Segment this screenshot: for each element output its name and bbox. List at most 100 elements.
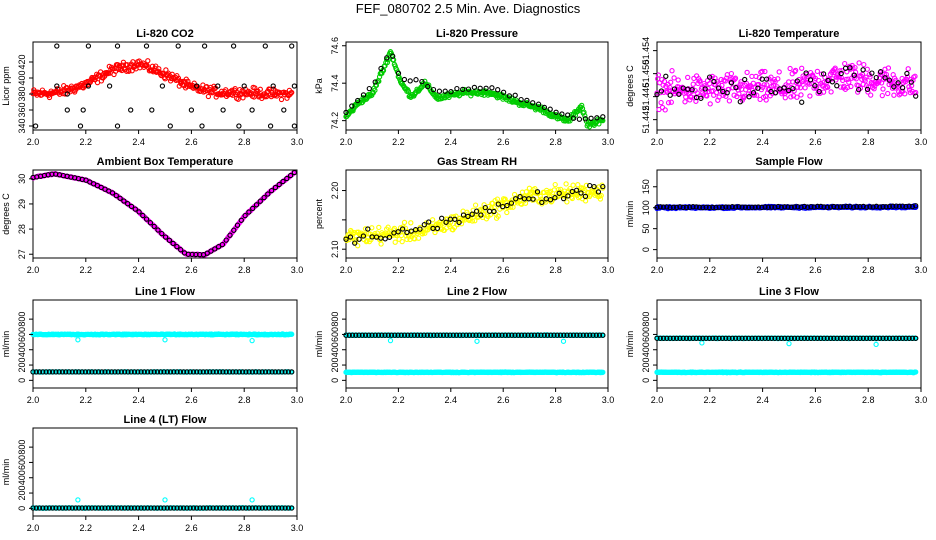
licor-temp-selected-point [742, 76, 748, 83]
line2-selected-point [411, 332, 417, 338]
licor-temp-selected-point [803, 70, 809, 76]
co2-all-point [289, 89, 295, 96]
licor-temp-all-point [682, 99, 688, 105]
licor-temp-all-point [705, 85, 711, 92]
licor-temp-all-point [706, 80, 713, 87]
line2-selected-point [567, 332, 573, 338]
line3-selected-point [713, 335, 719, 341]
line3-selected-point [746, 335, 752, 341]
licor-temp-all-point [798, 92, 804, 98]
pressure-selected-point [413, 77, 419, 83]
pressure-all-point [582, 113, 588, 119]
y-tick-label: 600 [641, 327, 651, 342]
licor-temp-all-point [665, 100, 672, 106]
line1-selected-point [171, 369, 177, 375]
box-temp-selected-point [242, 212, 248, 219]
rh-selected-point [517, 194, 523, 200]
licor-temp-selected-point [908, 79, 914, 85]
licor-temp-all-point [726, 98, 733, 104]
x-tick-label: 2.2 [704, 137, 717, 147]
box-temp-selected-point [280, 178, 286, 185]
line1-selected-point [89, 369, 95, 375]
line2-selected-point [466, 332, 473, 338]
x-tick-label: 2.6 [497, 137, 510, 147]
line4-selected-point [69, 505, 75, 511]
licor-temp-all-point [744, 69, 750, 76]
licor-temp-all-point [738, 79, 744, 85]
line1-selected-point [213, 369, 220, 375]
licor-temp-all-point [697, 78, 703, 84]
line3-selected-point [798, 335, 804, 341]
line1-selected-point [194, 369, 200, 375]
rh-selected-point [552, 195, 558, 201]
rh-selected-point [399, 226, 406, 232]
line1-selected-point [253, 369, 259, 375]
line2-selected-point [372, 332, 378, 338]
co2-selected-point [175, 43, 181, 49]
line1-selected-point [187, 369, 193, 375]
line3-selected-point [736, 335, 742, 341]
y-tick-label: 51.446 [641, 83, 651, 111]
series-group [30, 169, 298, 258]
line3-selected-point [742, 335, 749, 341]
rh-selected-point [395, 229, 401, 235]
x-tick-label: 2.4 [132, 265, 145, 275]
licor-temp-all-point [904, 74, 911, 80]
line2-selected-point [512, 332, 518, 338]
rh-selected-point [452, 216, 458, 222]
sample-flow-selected-point [729, 204, 735, 210]
sample-flow-selected-point [677, 204, 683, 210]
line2-selected-point [587, 332, 593, 338]
licor-temp-all-point [763, 97, 769, 103]
line3-selected-point [808, 335, 814, 341]
x-tick-label: 2.8 [549, 265, 562, 275]
series-group [30, 497, 295, 511]
line2-selected-point [401, 332, 408, 338]
line3-selected-point [896, 335, 902, 341]
y-tick-label: 51.454 [641, 37, 651, 65]
licor-temp-selected-point [864, 86, 871, 93]
line2-selected-point [379, 332, 385, 338]
line1-outliers-point [249, 337, 255, 344]
box-temp-selected-point [238, 217, 244, 223]
sample-flow-selected-point [759, 204, 765, 211]
line3-selected-point [673, 335, 680, 341]
sample-flow-selected-point [847, 203, 853, 210]
plot-frame [345, 41, 609, 131]
y-tick-label: 340 [17, 118, 27, 133]
rh-all-point [399, 238, 405, 245]
series-group [343, 49, 606, 130]
x-tick-label: 2.8 [549, 395, 562, 405]
y-tick-label: 400 [17, 342, 27, 357]
chart-title: Line 3 Flow [759, 286, 819, 298]
pressure-selected-point [483, 85, 489, 91]
y-tick-label: 51.450 [641, 60, 651, 88]
line3-selected-point [791, 335, 798, 341]
rh-selected-point [352, 240, 358, 246]
licor-temp-all-point [745, 91, 752, 97]
chart-title: Li-820 Temperature [739, 28, 840, 40]
line1-selected-point [161, 369, 167, 375]
line2-selected-point [424, 332, 430, 338]
licor-temp-all-point [828, 89, 834, 95]
licor-temp-all-point [671, 75, 677, 81]
box-temp-selected-point [268, 187, 275, 194]
line3-selected-point [873, 335, 880, 341]
sample-flow-selected-point [693, 204, 699, 210]
line3-selected-point [899, 335, 906, 341]
line3-selected-point [732, 335, 739, 341]
line1-selected-point [115, 369, 121, 375]
chart-title: Li-820 CO2 [136, 28, 193, 40]
pressure-selected-point [425, 83, 431, 90]
line1-selected-point [154, 369, 161, 375]
line1-selected-point [262, 369, 269, 375]
plot-frame [32, 169, 298, 259]
co2-selected-point [114, 43, 121, 49]
x-tick-label: 2.8 [862, 395, 875, 405]
line4-outliers-point [249, 497, 255, 503]
x-tick-label: 2.8 [862, 137, 875, 147]
x-tick-label: 2.4 [445, 137, 458, 147]
pressure-selected-point [565, 112, 571, 118]
box-temp-selected-point [162, 234, 169, 240]
y-tick-label: 27 [17, 249, 27, 259]
